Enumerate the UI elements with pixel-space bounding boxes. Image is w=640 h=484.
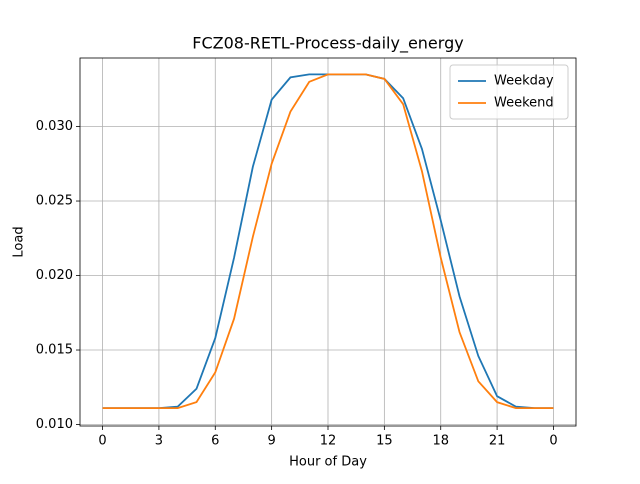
y-tick-label: 0.020 (36, 268, 73, 283)
chart-title: FCZ08-RETL-Process-daily_energy (192, 34, 463, 54)
y-tick-label: 0.015 (36, 343, 73, 358)
x-tick-label: 3 (155, 434, 163, 449)
y-tick-label: 0.030 (36, 119, 73, 134)
x-tick-label: 0 (549, 434, 557, 449)
legend-label: Weekend (494, 96, 554, 111)
x-tick-label: 6 (211, 434, 219, 449)
y-axis-label: Load (12, 226, 27, 257)
x-tick-label: 15 (376, 434, 393, 449)
legend-box (449, 64, 569, 120)
y-tick-label: 0.010 (36, 417, 73, 432)
x-tick-label: 9 (267, 434, 275, 449)
x-tick-label: 12 (320, 434, 337, 449)
x-tick-label: 0 (98, 434, 106, 449)
x-axis-label: Hour of Day (289, 455, 367, 470)
y-tick-label: 0.025 (36, 194, 73, 209)
data-line (102, 73, 554, 410)
x-tick-label: 21 (489, 434, 506, 449)
plot-frame (79, 57, 577, 427)
legend-label: Weekday (494, 74, 554, 89)
x-tick-label: 18 (432, 434, 449, 449)
